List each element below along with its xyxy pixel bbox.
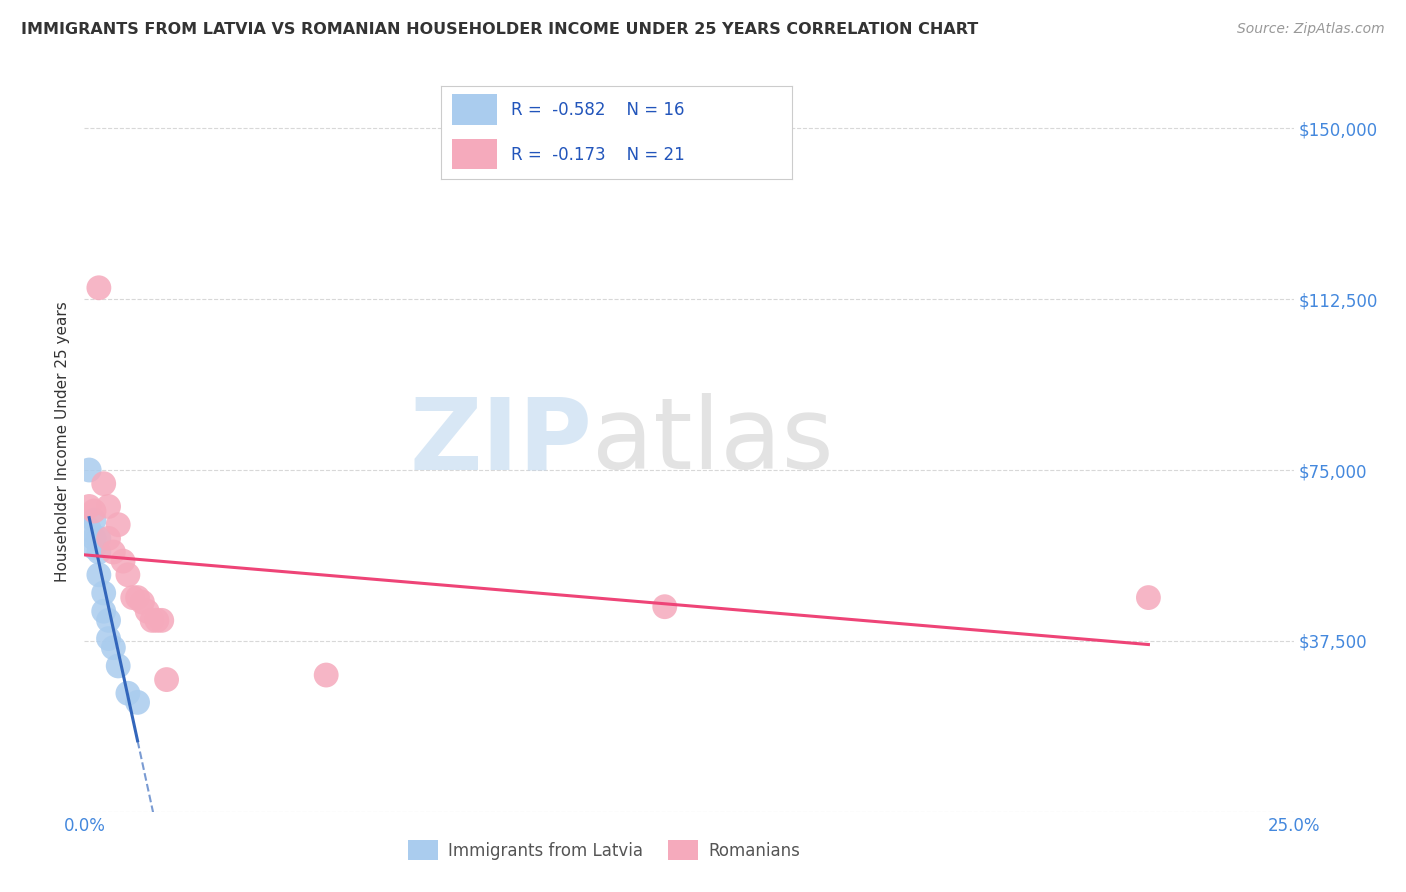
Point [97,632,120,646]
Point [112,554,135,568]
Point [83,504,105,518]
Text: atlas: atlas [592,393,834,490]
Point [93,604,115,618]
Point [107,517,129,532]
Point [654,599,676,614]
Point [83,541,105,555]
Point [1137,591,1160,605]
Point [77,463,100,477]
Point [315,668,337,682]
Text: Source: ZipAtlas.com: Source: ZipAtlas.com [1237,22,1385,37]
Point [87,281,110,295]
Point [87,567,110,582]
Point [121,591,143,605]
Point [93,476,115,491]
Point [83,513,105,527]
Text: IMMIGRANTS FROM LATVIA VS ROMANIAN HOUSEHOLDER INCOME UNDER 25 YEARS CORRELATION: IMMIGRANTS FROM LATVIA VS ROMANIAN HOUSE… [21,22,979,37]
Point [97,613,120,627]
Point [103,640,125,655]
Point [127,695,149,709]
Point [146,613,169,627]
Point [117,567,139,582]
Point [155,673,177,687]
Point [150,613,173,627]
Text: ZIP: ZIP [409,393,592,490]
Point [87,545,110,559]
Point [83,532,105,546]
Legend: Immigrants from Latvia, Romanians: Immigrants from Latvia, Romanians [402,834,807,866]
Point [93,586,115,600]
Point [97,500,120,514]
Point [141,613,163,627]
Point [117,686,139,700]
Point [127,591,149,605]
Point [87,532,110,546]
Point [103,545,125,559]
Point [107,659,129,673]
Point [77,522,100,536]
Point [131,595,153,609]
Point [77,500,100,514]
Y-axis label: Householder Income Under 25 years: Householder Income Under 25 years [55,301,70,582]
Point [136,604,159,618]
Point [97,532,120,546]
